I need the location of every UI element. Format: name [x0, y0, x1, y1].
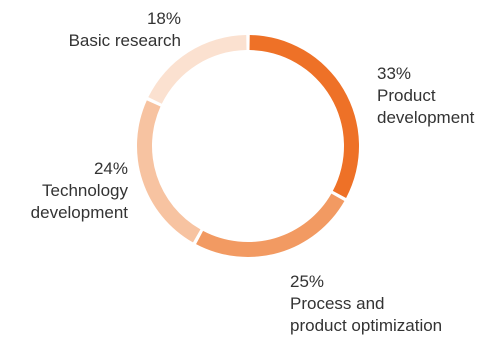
- donut-slice-1: [196, 193, 345, 257]
- slice-label-product-development: 33% Product development: [377, 63, 474, 129]
- slice-name-line: development: [30, 203, 128, 222]
- slice-name-line: Process and: [290, 294, 385, 313]
- slice-percent: 33%: [377, 64, 412, 83]
- slice-name-line: development: [377, 108, 475, 127]
- slice-name-line: product optimization: [290, 316, 443, 335]
- slice-label-basic-research: 18% Basic research: [69, 8, 181, 52]
- donut-slice-2: [137, 100, 201, 243]
- slice-name-line: Product: [377, 86, 436, 105]
- slice-percent: 24%: [93, 159, 128, 178]
- donut-slice-0: [249, 35, 360, 198]
- slice-percent: 25%: [290, 272, 325, 291]
- slice-name-line: Technology: [41, 181, 128, 200]
- donut-slice-3: [148, 35, 247, 104]
- slice-name-line: Basic research: [68, 31, 181, 50]
- slice-percent: 18%: [146, 9, 181, 28]
- slice-label-technology-development: 24% Technology development: [31, 158, 128, 224]
- slice-label-process-optimization: 25% Process and product optimization: [290, 271, 442, 337]
